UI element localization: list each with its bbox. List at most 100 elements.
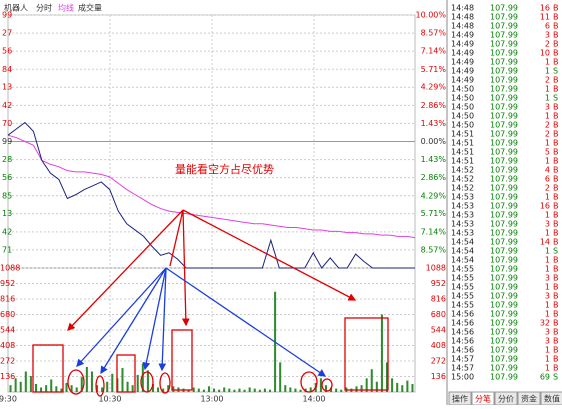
trade-volume: 2 <box>545 130 550 139</box>
y-tick-label: 7.14% <box>421 227 447 236</box>
trade-price: 107.99 <box>490 13 518 22</box>
volume-bar <box>243 389 246 392</box>
trade-price: 107.99 <box>490 373 518 382</box>
trade-time: 14:54 <box>451 238 474 247</box>
y-tick-label-left: 28 <box>2 155 12 164</box>
trade-side: B <box>553 292 559 301</box>
volume-bar <box>207 386 210 392</box>
volume-tick-label-left: 952 <box>0 279 15 288</box>
volume-bar <box>284 385 287 392</box>
tab-label[interactable]: 分笔 <box>475 394 491 404</box>
volume-bar <box>213 388 216 392</box>
x-tick-label: 9:30 <box>0 395 17 404</box>
volume-bar <box>75 387 78 392</box>
trade-time: 14:56 <box>451 328 474 337</box>
toolbar-item[interactable]: 分时 <box>36 3 52 13</box>
tab-label[interactable]: 数值 <box>544 394 560 404</box>
trade-volume: 3 <box>545 103 550 112</box>
trade-volume: 3 <box>545 328 550 337</box>
volume-bar <box>24 371 27 392</box>
trade-side: B <box>553 148 559 157</box>
volume-bar <box>29 376 32 392</box>
y-tick-label-left: 42 <box>2 227 12 236</box>
volume-bar <box>330 387 333 392</box>
trade-time: 14:53 <box>451 229 474 238</box>
y-tick-label: 8.57% <box>421 29 447 38</box>
volume-bar <box>391 378 394 392</box>
y-tick-label-left: 99 <box>2 137 12 146</box>
trade-side: B <box>553 346 559 355</box>
trade-volume: 1 <box>545 265 550 274</box>
trade-volume: 1 <box>545 301 550 310</box>
trade-volume: 3 <box>545 274 550 283</box>
trade-price: 107.99 <box>490 220 518 229</box>
trade-price: 107.99 <box>490 247 518 256</box>
volume-tick-label-left: 136 <box>0 372 15 381</box>
trade-time: 14:57 <box>451 355 474 364</box>
volume-bar <box>85 366 88 392</box>
volume-tick-label-left: 680 <box>0 310 15 319</box>
trade-volume: 2 <box>545 76 550 85</box>
volume-bar <box>248 387 251 392</box>
volume-bar <box>70 385 73 392</box>
trade-volume: 1 <box>545 283 550 292</box>
trade-side: B <box>553 157 559 166</box>
trade-volume: 3 <box>545 337 550 346</box>
volume-bar <box>340 389 343 392</box>
trade-volume: 4 <box>545 166 550 175</box>
toolbar-item[interactable]: 机器人 <box>4 3 28 13</box>
volume-bar <box>131 385 134 392</box>
trade-volume: 1 <box>545 229 550 238</box>
arrow <box>67 209 184 331</box>
volume-tick-label: 544 <box>431 326 446 335</box>
annotations <box>32 209 389 397</box>
volume-bar <box>197 388 200 392</box>
volume-bar <box>253 388 256 392</box>
tab-label[interactable]: 操作 <box>452 394 468 404</box>
trade-side: B <box>553 310 559 319</box>
trade-price: 107.99 <box>490 184 518 193</box>
trade-side: B <box>553 355 559 364</box>
volume-bar <box>90 371 93 392</box>
volume-tick-label-left: 1088 <box>0 264 20 273</box>
tab-label[interactable]: 资金 <box>521 394 537 404</box>
toolbar-item[interactable]: 均线 <box>58 3 74 13</box>
trade-time: 14:49 <box>451 76 474 85</box>
trade-price: 107.99 <box>490 175 518 184</box>
y-tick-label-left: 84 <box>2 65 12 74</box>
trade-side: B <box>553 229 559 238</box>
y-tick-label-left: 70 <box>2 119 12 128</box>
trade-volume: 1 <box>545 67 550 76</box>
trade-price: 107.99 <box>490 229 518 238</box>
trade-price: 107.99 <box>490 49 518 58</box>
volume-bar <box>34 384 37 392</box>
trade-volume: 16 <box>540 202 550 211</box>
trade-volume: 2 <box>545 184 550 193</box>
volume-bar <box>9 385 12 392</box>
y-tick-label: 5.71% <box>421 65 447 74</box>
trade-side: B <box>553 175 559 184</box>
trade-time: 14:51 <box>451 130 474 139</box>
volume-tick-label: 272 <box>431 357 446 366</box>
volume-bar <box>14 378 17 392</box>
trade-price: 107.99 <box>490 166 518 175</box>
volume-bar <box>167 385 170 392</box>
y-tick-label-left: 56 <box>2 173 12 182</box>
trade-volume: 11 <box>540 13 550 22</box>
toolbar-item[interactable]: 成交量 <box>78 3 102 13</box>
highlight-ellipse <box>67 369 85 395</box>
volume-bar <box>370 369 373 392</box>
arrow <box>181 209 190 327</box>
arrow <box>158 267 167 372</box>
volume-bar <box>380 314 383 392</box>
highlight-box <box>171 329 193 391</box>
trade-price: 107.99 <box>490 139 518 148</box>
trade-time: 14:49 <box>451 67 474 76</box>
trade-price: 107.99 <box>490 301 518 310</box>
trade-side: B <box>553 301 559 310</box>
x-tick-label: 10:30 <box>98 395 121 404</box>
trade-volume: 1 <box>545 139 550 148</box>
tab-label[interactable]: 分价 <box>498 395 514 404</box>
